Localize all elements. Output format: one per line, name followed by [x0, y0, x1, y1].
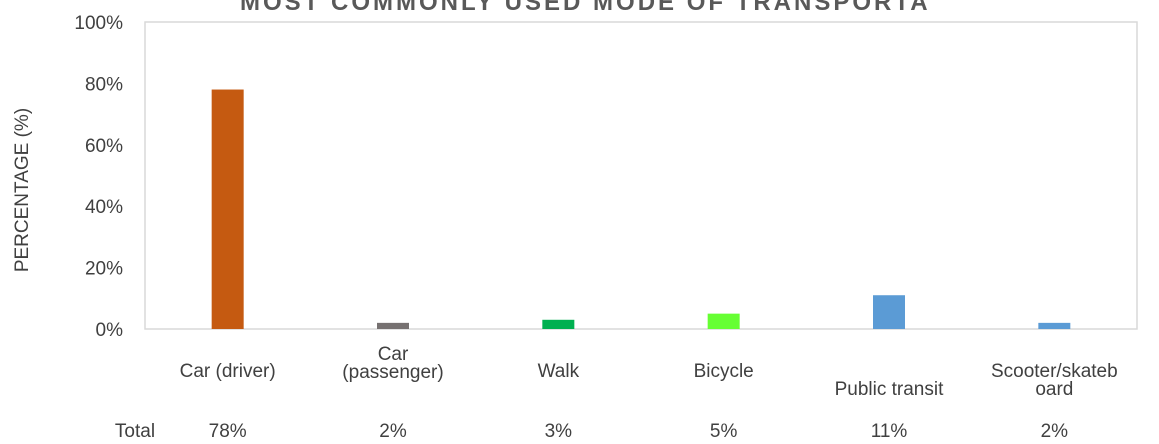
bar — [377, 322, 409, 329]
data-label: 3% — [545, 421, 573, 442]
x-tick-label: Public transit — [835, 379, 944, 400]
y-tick-label: 60% — [85, 136, 123, 157]
x-tick-label: Scooter/skateb oard — [991, 361, 1118, 400]
y-tick-label: 20% — [85, 259, 123, 280]
x-tick-label: Car (passenger) — [342, 344, 443, 383]
plot-area — [144, 21, 1138, 330]
bar — [873, 295, 905, 329]
y-tick-label: 80% — [85, 74, 123, 95]
chart-title: MOST COMMONLY USED MODE OF TRANSPORTA — [240, 0, 931, 16]
data-label: 2% — [1041, 421, 1069, 442]
data-label: 78% — [209, 421, 247, 442]
data-label: 2% — [379, 421, 407, 442]
x-tick-label: Walk — [538, 361, 580, 382]
data-label: 11% — [871, 421, 908, 442]
y-tick-label: 40% — [85, 197, 123, 218]
x-tick-label: Bicycle — [694, 361, 754, 382]
y-axis-label: PERCENTAGE (%) — [12, 108, 33, 272]
data-label: 5% — [710, 421, 738, 442]
x-tick-label: Car (driver) — [180, 361, 276, 382]
bar — [1038, 322, 1071, 329]
y-tick-label: 100% — [74, 13, 123, 34]
y-tick-label: 0% — [96, 320, 124, 341]
series-name: Total — [115, 421, 155, 442]
bar — [211, 89, 244, 329]
bar — [707, 313, 740, 329]
bar — [542, 319, 575, 329]
